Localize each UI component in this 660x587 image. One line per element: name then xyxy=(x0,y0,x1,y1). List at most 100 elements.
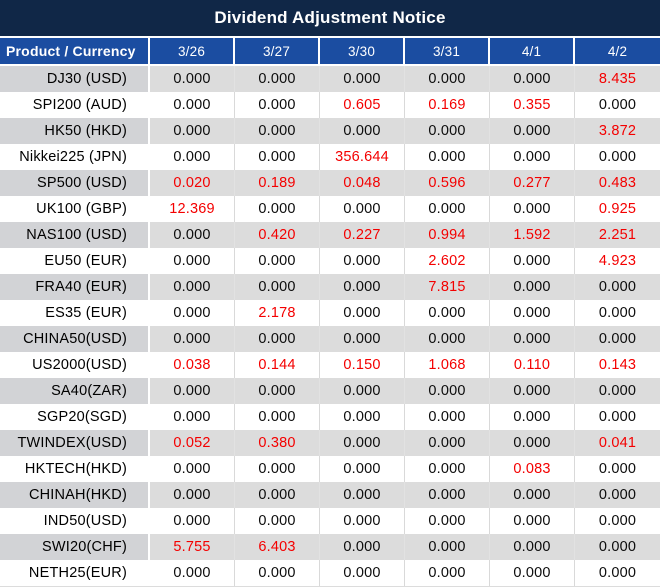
dividend-value-cell: 0.000 xyxy=(490,274,575,300)
table-row: ES35 (EUR) 0.000 2.178 0.000 0.000 0.000 0.000 xyxy=(0,300,660,326)
dividend-value-cell: 0.355 xyxy=(490,92,575,118)
dividend-value-cell: 6.403 xyxy=(235,534,320,560)
dividend-value-cell: 0.000 xyxy=(490,430,575,456)
dividend-value-cell: 0.000 xyxy=(150,222,235,248)
dividend-value-cell: 0.000 xyxy=(405,196,490,222)
dividend-value-cell: 0.994 xyxy=(405,222,490,248)
product-cell: EU50 (EUR) xyxy=(0,248,150,274)
product-cell: UK100 (GBP) xyxy=(0,196,150,222)
dividend-value-cell: 0.000 xyxy=(405,118,490,144)
dividend-value-cell: 0.000 xyxy=(490,508,575,534)
product-cell: SWI20(CHF) xyxy=(0,534,150,560)
column-header-date: 3/31 xyxy=(405,38,490,66)
table-row: UK100 (GBP) 12.369 0.000 0.000 0.000 0.000 0.9… xyxy=(0,196,660,222)
dividend-value-cell: 4.923 xyxy=(575,248,660,274)
dividend-value-cell: 0.000 xyxy=(575,456,660,482)
dividend-value-cell: 0.189 xyxy=(235,170,320,196)
dividend-value-cell: 0.000 xyxy=(405,534,490,560)
dividend-value-cell: 0.000 xyxy=(575,92,660,118)
dividend-value-cell: 0.000 xyxy=(575,482,660,508)
dividend-value-cell: 0.000 xyxy=(575,378,660,404)
product-cell: FRA40 (EUR) xyxy=(0,274,150,300)
dividend-value-cell: 0.000 xyxy=(405,404,490,430)
dividend-value-cell: 0.000 xyxy=(235,248,320,274)
dividend-value-cell: 0.000 xyxy=(405,66,490,92)
dividend-value-cell: 0.000 xyxy=(490,300,575,326)
dividend-value-cell: 0.000 xyxy=(150,118,235,144)
dividend-value-cell: 0.143 xyxy=(575,352,660,378)
dividend-value-cell: 0.000 xyxy=(405,326,490,352)
dividend-value-cell: 0.227 xyxy=(320,222,405,248)
dividend-value-cell: 0.000 xyxy=(150,92,235,118)
dividend-value-cell: 0.000 xyxy=(405,144,490,170)
dividend-value-cell: 0.000 xyxy=(575,404,660,430)
column-header-date: 3/26 xyxy=(150,38,235,66)
product-cell: SGP20(SGD) xyxy=(0,404,150,430)
dividend-value-cell: 0.000 xyxy=(150,300,235,326)
table-row: EU50 (EUR) 0.000 0.000 0.000 2.602 0.000 4.923 xyxy=(0,248,660,274)
dividend-value-cell: 0.052 xyxy=(150,430,235,456)
column-header-date: 4/1 xyxy=(490,38,575,66)
dividend-value-cell: 0.000 xyxy=(575,326,660,352)
dividend-value-cell: 0.000 xyxy=(320,300,405,326)
dividend-value-cell: 0.110 xyxy=(490,352,575,378)
table-row: SWI20(CHF) 5.755 6.403 0.000 0.000 0.000 0.000 xyxy=(0,534,660,560)
dividend-value-cell: 3.872 xyxy=(575,118,660,144)
table-row: SP500 (USD) 0.020 0.189 0.048 0.596 0.277 0.48… xyxy=(0,170,660,196)
dividend-value-cell: 0.000 xyxy=(150,404,235,430)
dividend-value-cell: 1.068 xyxy=(405,352,490,378)
table-row: IND50(USD) 0.000 0.000 0.000 0.000 0.000 0.000 xyxy=(0,508,660,534)
dividend-value-cell: 0.000 xyxy=(405,300,490,326)
product-cell: NAS100 (USD) xyxy=(0,222,150,248)
product-cell: SA40(ZAR) xyxy=(0,378,150,404)
dividend-value-cell: 0.483 xyxy=(575,170,660,196)
dividend-value-cell: 2.602 xyxy=(405,248,490,274)
dividend-value-cell: 0.038 xyxy=(150,352,235,378)
product-cell: ES35 (EUR) xyxy=(0,300,150,326)
dividend-value-cell: 2.251 xyxy=(575,222,660,248)
dividend-value-cell: 0.596 xyxy=(405,170,490,196)
dividend-value-cell: 7.815 xyxy=(405,274,490,300)
dividend-value-cell: 0.000 xyxy=(150,326,235,352)
dividend-value-cell: 0.000 xyxy=(235,404,320,430)
table-row: HK50 (HKD) 0.000 0.000 0.000 0.000 0.000 3.872 xyxy=(0,118,660,144)
table-row: TWINDEX(USD) 0.052 0.380 0.000 0.000 0.000 0.0… xyxy=(0,430,660,456)
dividend-value-cell: 0.000 xyxy=(490,560,575,586)
column-header-date: 4/2 xyxy=(575,38,660,66)
dividend-value-cell: 0.000 xyxy=(575,560,660,586)
dividend-value-cell: 0.000 xyxy=(405,456,490,482)
table-row: NAS100 (USD) 0.000 0.420 0.227 0.994 1.592 2.2… xyxy=(0,222,660,248)
page-title: Dividend Adjustment Notice xyxy=(0,0,660,38)
table-body: DJ30 (USD) 0.000 0.000 0.000 0.000 0.000 8.435… xyxy=(0,66,660,586)
dividend-value-cell: 0.000 xyxy=(235,118,320,144)
dividend-value-cell: 0.000 xyxy=(405,378,490,404)
table-row: SA40(ZAR) 0.000 0.000 0.000 0.000 0.000 0.000 xyxy=(0,378,660,404)
dividend-value-cell: 0.150 xyxy=(320,352,405,378)
table-row: CHINAH(HKD) 0.000 0.000 0.000 0.000 0.000 0.00… xyxy=(0,482,660,508)
dividend-value-cell: 0.000 xyxy=(320,482,405,508)
dividend-value-cell: 0.000 xyxy=(490,534,575,560)
dividend-value-cell: 0.000 xyxy=(235,456,320,482)
table-row: US2000(USD) 0.038 0.144 0.150 1.068 0.110 0.14… xyxy=(0,352,660,378)
dividend-value-cell: 0.000 xyxy=(235,144,320,170)
dividend-value-cell: 0.605 xyxy=(320,92,405,118)
dividend-value-cell: 0.000 xyxy=(150,144,235,170)
dividend-table: Product / Currency 3/26 3/27 3/30 3/31 4/1 4/2… xyxy=(0,38,660,586)
dividend-value-cell: 0.000 xyxy=(320,456,405,482)
column-header-date: 3/27 xyxy=(235,38,320,66)
product-cell: Nikkei225 (JPN) xyxy=(0,144,150,170)
dividend-value-cell: 0.000 xyxy=(490,196,575,222)
product-cell: NETH25(EUR) xyxy=(0,560,150,586)
dividend-value-cell: 0.000 xyxy=(490,248,575,274)
dividend-value-cell: 0.000 xyxy=(150,66,235,92)
dividend-value-cell: 0.000 xyxy=(235,92,320,118)
dividend-value-cell: 0.000 xyxy=(490,118,575,144)
dividend-value-cell: 0.169 xyxy=(405,92,490,118)
dividend-value-cell: 5.755 xyxy=(150,534,235,560)
dividend-value-cell: 0.420 xyxy=(235,222,320,248)
dividend-value-cell: 0.277 xyxy=(490,170,575,196)
dividend-value-cell: 0.000 xyxy=(150,482,235,508)
dividend-value-cell: 2.178 xyxy=(235,300,320,326)
product-cell: HKTECH(HKD) xyxy=(0,456,150,482)
dividend-value-cell: 0.000 xyxy=(490,404,575,430)
